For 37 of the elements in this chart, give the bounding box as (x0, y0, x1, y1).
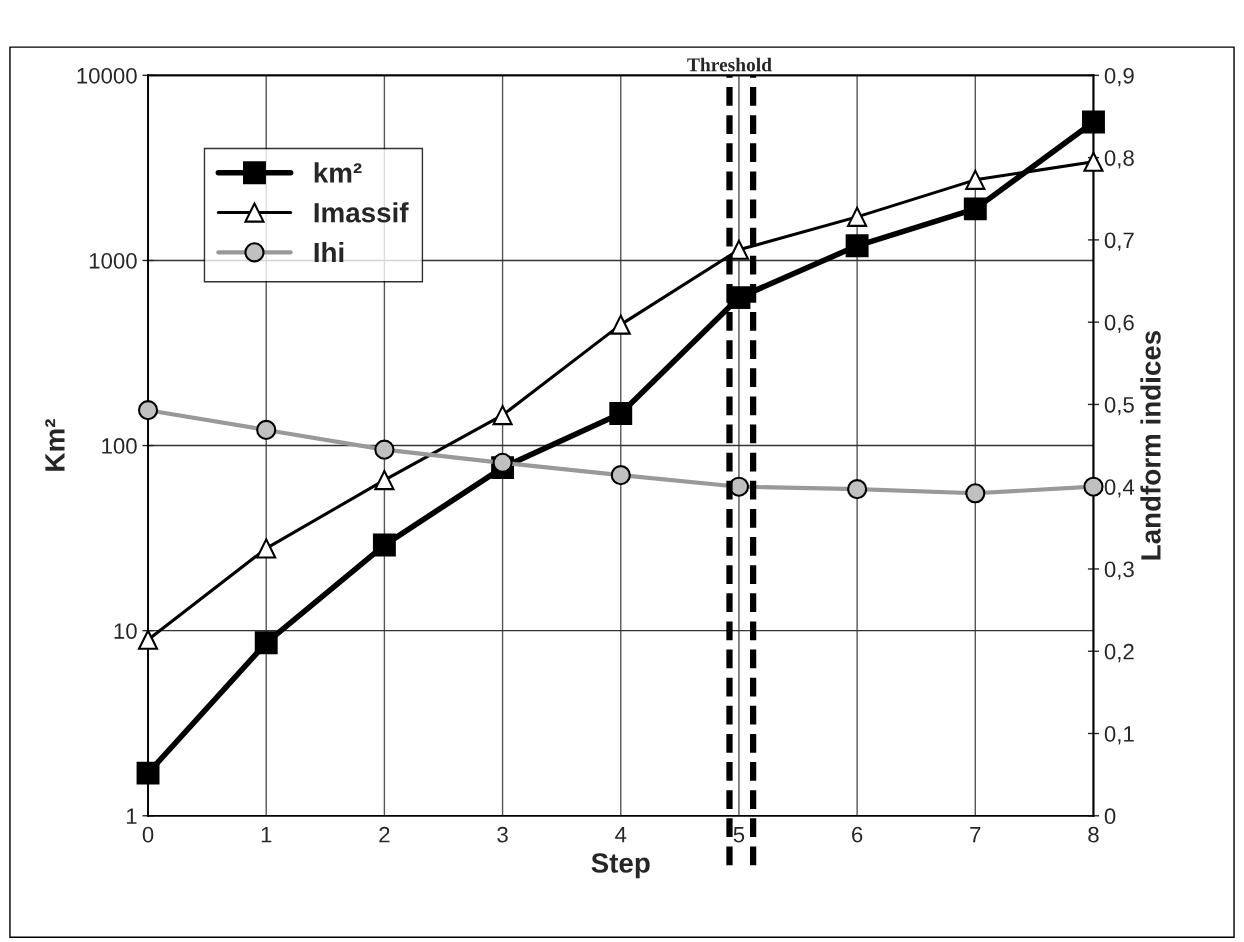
x-tick-label: 5 (733, 827, 745, 843)
y-tick-label: 10000 (77, 67, 137, 84)
y2-tick-label: 0,5 (1104, 396, 1134, 416)
point (1082, 110, 1105, 134)
x-tick-label: 3 (497, 826, 508, 843)
y-tick-label: 100 (102, 438, 137, 454)
y-axis-title: Km² (45, 419, 65, 471)
y2-tick-label: 0,9 (1104, 67, 1134, 87)
point (963, 197, 987, 221)
x-tick-label: 2 (379, 826, 390, 843)
y2-tick-label: 0,2 (1104, 643, 1134, 663)
y2-axis-title: Landform indices (1140, 330, 1161, 560)
x-tick-label: 1 (261, 827, 272, 843)
x-tick-label: 6 (852, 826, 863, 843)
x-tick-label: 4 (615, 827, 627, 843)
point (254, 631, 278, 655)
ref-line-label: Threshold (687, 57, 772, 72)
legend-label: Ihi (314, 241, 344, 263)
y2-tick-label: 0,3 (1104, 561, 1134, 580)
y-tick-label: 1 (126, 808, 137, 824)
y2-tick-label: 0,6 (1104, 314, 1134, 334)
y-tick-label: 10 (114, 623, 137, 639)
point (609, 402, 633, 425)
legend-label: Imassif (314, 202, 409, 223)
point (372, 533, 396, 557)
y2-tick-label: 0,8 (1104, 150, 1134, 169)
x-tick-label: 7 (970, 827, 981, 843)
y-tick-label: 1000 (89, 253, 137, 269)
x-tick-label: 8 (1088, 826, 1099, 843)
y2-tick-label: 0 (1104, 808, 1116, 825)
y2-tick-label: 0,1 (1104, 726, 1134, 745)
x-axis-title: Step (591, 853, 650, 879)
y2-tick-label: 0,7 (1104, 232, 1134, 251)
legend-label: km² (314, 162, 362, 183)
point (845, 234, 869, 258)
y2-tick-label: 0,4 (1104, 479, 1135, 498)
x-tick-label: 0 (142, 826, 154, 843)
